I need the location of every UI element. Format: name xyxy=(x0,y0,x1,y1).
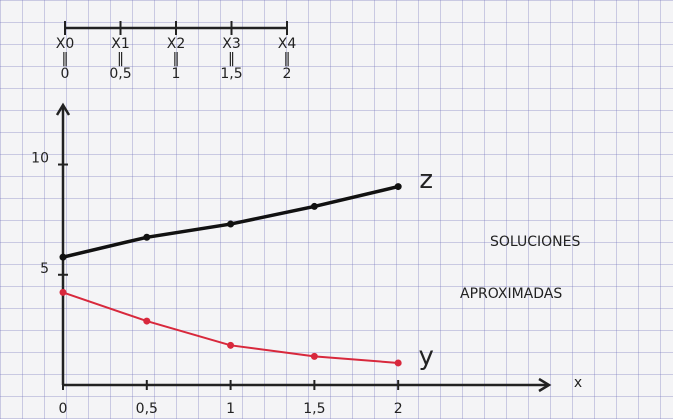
annotation: SOLUCIONES xyxy=(490,234,580,250)
annotation: APROXIMADAS xyxy=(460,286,562,302)
x-axis-label: x xyxy=(574,375,582,391)
number-line-equals: ‖ xyxy=(284,51,291,67)
x-tick-label: 2 xyxy=(394,401,403,417)
number-line-point: X3 xyxy=(222,36,241,52)
number-line-equals: ‖ xyxy=(228,51,235,67)
data-point xyxy=(310,352,318,360)
data-point xyxy=(227,220,235,228)
x-axis-arrow xyxy=(538,377,552,393)
series-line xyxy=(62,291,399,364)
data-point xyxy=(59,288,67,296)
x-tick-label: 0 xyxy=(59,401,68,417)
number-line-point: X2 xyxy=(167,36,186,52)
x-tick-label: 1 xyxy=(226,401,235,417)
series-label: y xyxy=(418,341,433,371)
data-point xyxy=(394,359,402,367)
data-point xyxy=(59,253,67,261)
number-line-value: 1,5 xyxy=(220,66,242,82)
number-line-value: 0,5 xyxy=(109,66,131,82)
number-line-equals: ‖ xyxy=(173,51,180,67)
number-line-value: 1 xyxy=(172,66,181,82)
data-point xyxy=(143,317,151,325)
number-line-value: 2 xyxy=(283,66,292,82)
number-line-point: X4 xyxy=(278,36,297,52)
series-label: z xyxy=(419,165,433,195)
data-point xyxy=(143,233,151,241)
data-point xyxy=(310,202,318,210)
number-line-value: 0 xyxy=(61,66,70,82)
y-axis-arrow xyxy=(55,102,71,116)
number-line-point: X0 xyxy=(56,36,75,52)
number-line-equals: ‖ xyxy=(117,51,124,67)
x-tick-label: 0,5 xyxy=(136,401,158,417)
data-point xyxy=(394,183,402,191)
x-tick-label: 1,5 xyxy=(303,401,325,417)
y-tick-label: 5 xyxy=(40,261,49,277)
y-tick-label: 10 xyxy=(31,151,49,167)
data-point xyxy=(227,341,235,349)
number-line-equals: ‖ xyxy=(62,51,69,67)
number-line-point: X1 xyxy=(111,36,130,52)
